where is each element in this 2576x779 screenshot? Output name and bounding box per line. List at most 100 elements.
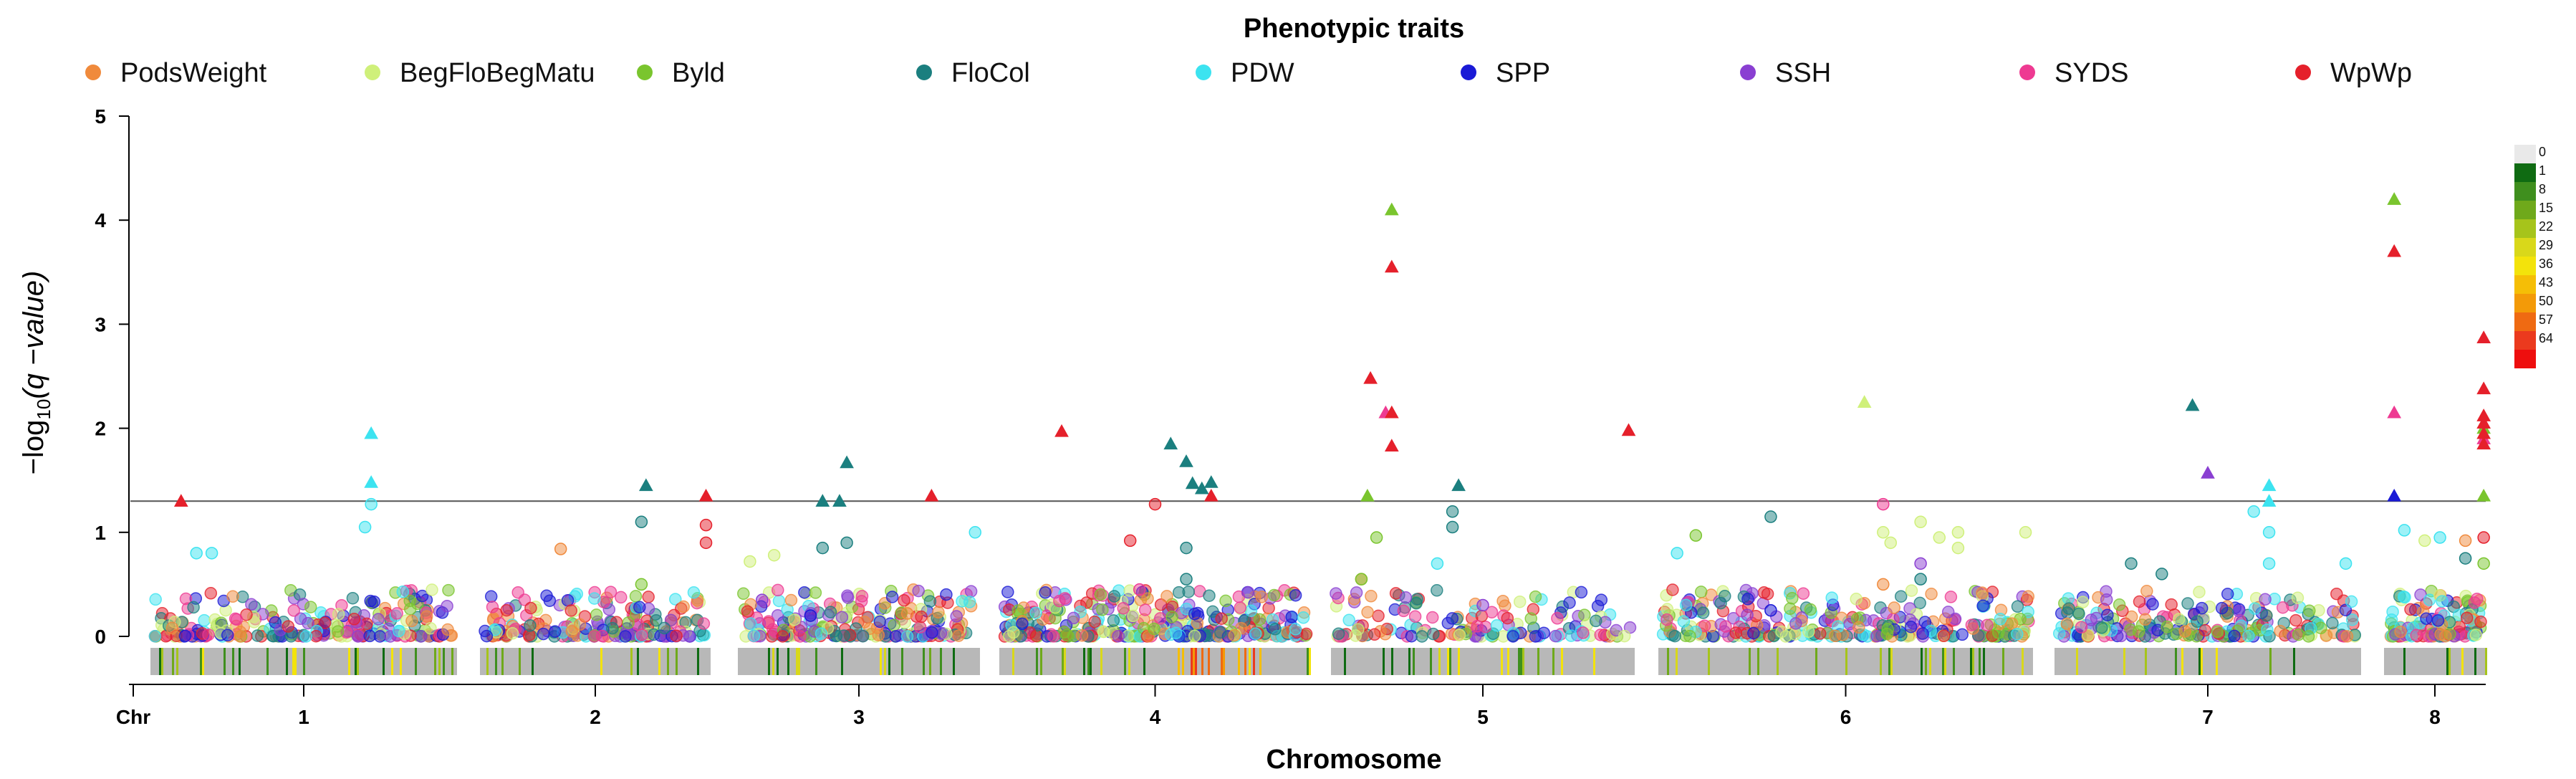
- baseline-point: [1591, 600, 1605, 613]
- point-flocol-10: [2185, 398, 2200, 411]
- density-bin: [1708, 648, 1710, 675]
- density-bin: [1757, 648, 1759, 675]
- density-strip-chr3: [738, 648, 980, 675]
- point-begflobegmatu-6: [1951, 541, 1965, 555]
- y-axis: 0 1 2 3 4 5: [95, 105, 130, 648]
- baseline-point: [2248, 602, 2262, 615]
- baseline-point: [940, 588, 953, 601]
- point-podsweight-3: [2459, 534, 2472, 548]
- series-pdw: [190, 426, 2446, 570]
- baseline-point: [888, 618, 900, 632]
- baseline-point: [858, 616, 871, 629]
- point-ssh-1: [1914, 557, 1927, 570]
- baseline-point: [1870, 629, 1883, 643]
- baseline-point: [426, 583, 438, 596]
- series-flocol: [635, 398, 2472, 586]
- legend-swatch-pdw: [1196, 64, 1211, 80]
- baseline-point: [1011, 604, 1025, 617]
- point-pdw-12: [2398, 524, 2411, 537]
- density-bin: [1408, 648, 1410, 675]
- density-bin: [519, 648, 521, 675]
- x-tick-label-4: 4: [1150, 706, 1161, 728]
- density-bin: [1921, 648, 1923, 675]
- baseline-point: [1289, 588, 1302, 602]
- y-axis-title-suffix: (q −value): [18, 271, 49, 399]
- baseline-point: [549, 625, 562, 638]
- density-bin: [1458, 648, 1460, 675]
- point-wpwp-9: [1384, 405, 1399, 419]
- baseline-point: [744, 617, 757, 630]
- baseline-point: [346, 591, 360, 605]
- baseline-point: [1661, 613, 1673, 626]
- baseline-point: [524, 619, 537, 632]
- baseline-point: [1399, 591, 1413, 604]
- baseline-point: [304, 601, 317, 613]
- baseline-point: [1330, 587, 1342, 600]
- density-legend-label-15: 15: [2539, 201, 2553, 215]
- density-bin: [953, 648, 955, 675]
- point-pdw-1: [364, 475, 379, 488]
- baseline-point: [950, 610, 963, 623]
- baseline-point: [234, 626, 247, 639]
- baseline-point: [855, 590, 869, 603]
- point-flocol-21: [2156, 568, 2168, 580]
- density-legend-swatch-7: [2514, 275, 2536, 294]
- baseline-point: [923, 595, 937, 608]
- baseline-point: [1941, 606, 1955, 618]
- density-bin: [495, 648, 497, 675]
- density-bin: [1815, 648, 1817, 675]
- baseline-point: [486, 601, 499, 613]
- density-bin: [1193, 648, 1195, 675]
- series-byld: [635, 192, 2491, 591]
- baseline-point: [837, 629, 850, 642]
- point-flocol-1: [1179, 454, 1193, 467]
- baseline-point: [1001, 586, 1014, 598]
- density-bin: [1972, 648, 1974, 675]
- legend-swatch-ssh: [1740, 64, 1756, 80]
- density-bin: [286, 648, 288, 675]
- baseline-point: [1219, 594, 1232, 608]
- baseline-point: [1249, 627, 1262, 640]
- density-strip-chr6: [1658, 648, 2033, 675]
- density-bin: [1561, 648, 1563, 675]
- baseline-point: [772, 594, 786, 608]
- density-bin: [532, 648, 534, 675]
- baseline-point: [2474, 615, 2487, 629]
- point-pdw-4: [190, 547, 203, 560]
- density-bin: [294, 648, 297, 675]
- baseline-point: [964, 585, 978, 598]
- baseline-point: [1471, 620, 1484, 633]
- point-begflobegmatu-4: [1933, 531, 1946, 544]
- series-begflobegmatu: [744, 395, 2431, 568]
- point-flocol-22: [635, 515, 648, 529]
- x-tick-label-chr: Chr: [116, 706, 150, 728]
- baseline-point: [809, 586, 822, 599]
- density-bin: [1259, 648, 1261, 675]
- point-wpwp-11: [1384, 259, 1399, 273]
- baseline-point: [2340, 630, 2354, 643]
- baseline-point: [889, 630, 903, 643]
- baseline-point: [424, 621, 437, 635]
- baseline-point: [1188, 607, 1201, 621]
- density-bin: [1178, 648, 1180, 675]
- baseline-point: [1804, 603, 1817, 616]
- density-bin: [239, 648, 241, 675]
- baseline-point: [629, 590, 643, 603]
- density-bin: [1777, 648, 1779, 675]
- baseline-point: [1679, 598, 1693, 612]
- density-bin: [443, 648, 445, 675]
- point-podsweight-0: [554, 543, 567, 555]
- point-byld-4: [2476, 488, 2491, 502]
- baseline-point: [1029, 606, 1042, 619]
- baseline-point: [2330, 587, 2343, 601]
- baseline-point: [1698, 619, 1711, 632]
- baseline-point: [2404, 603, 2417, 616]
- density-bin: [1929, 648, 1931, 675]
- baseline-point: [1297, 611, 1310, 624]
- point-wpwp-7: [1203, 488, 1219, 502]
- baseline-point: [332, 608, 345, 621]
- point-flocol-16: [1914, 573, 1927, 586]
- baseline-point: [2303, 604, 2316, 617]
- point-wpwp-20: [1123, 534, 1137, 548]
- density-bin: [1036, 648, 1038, 675]
